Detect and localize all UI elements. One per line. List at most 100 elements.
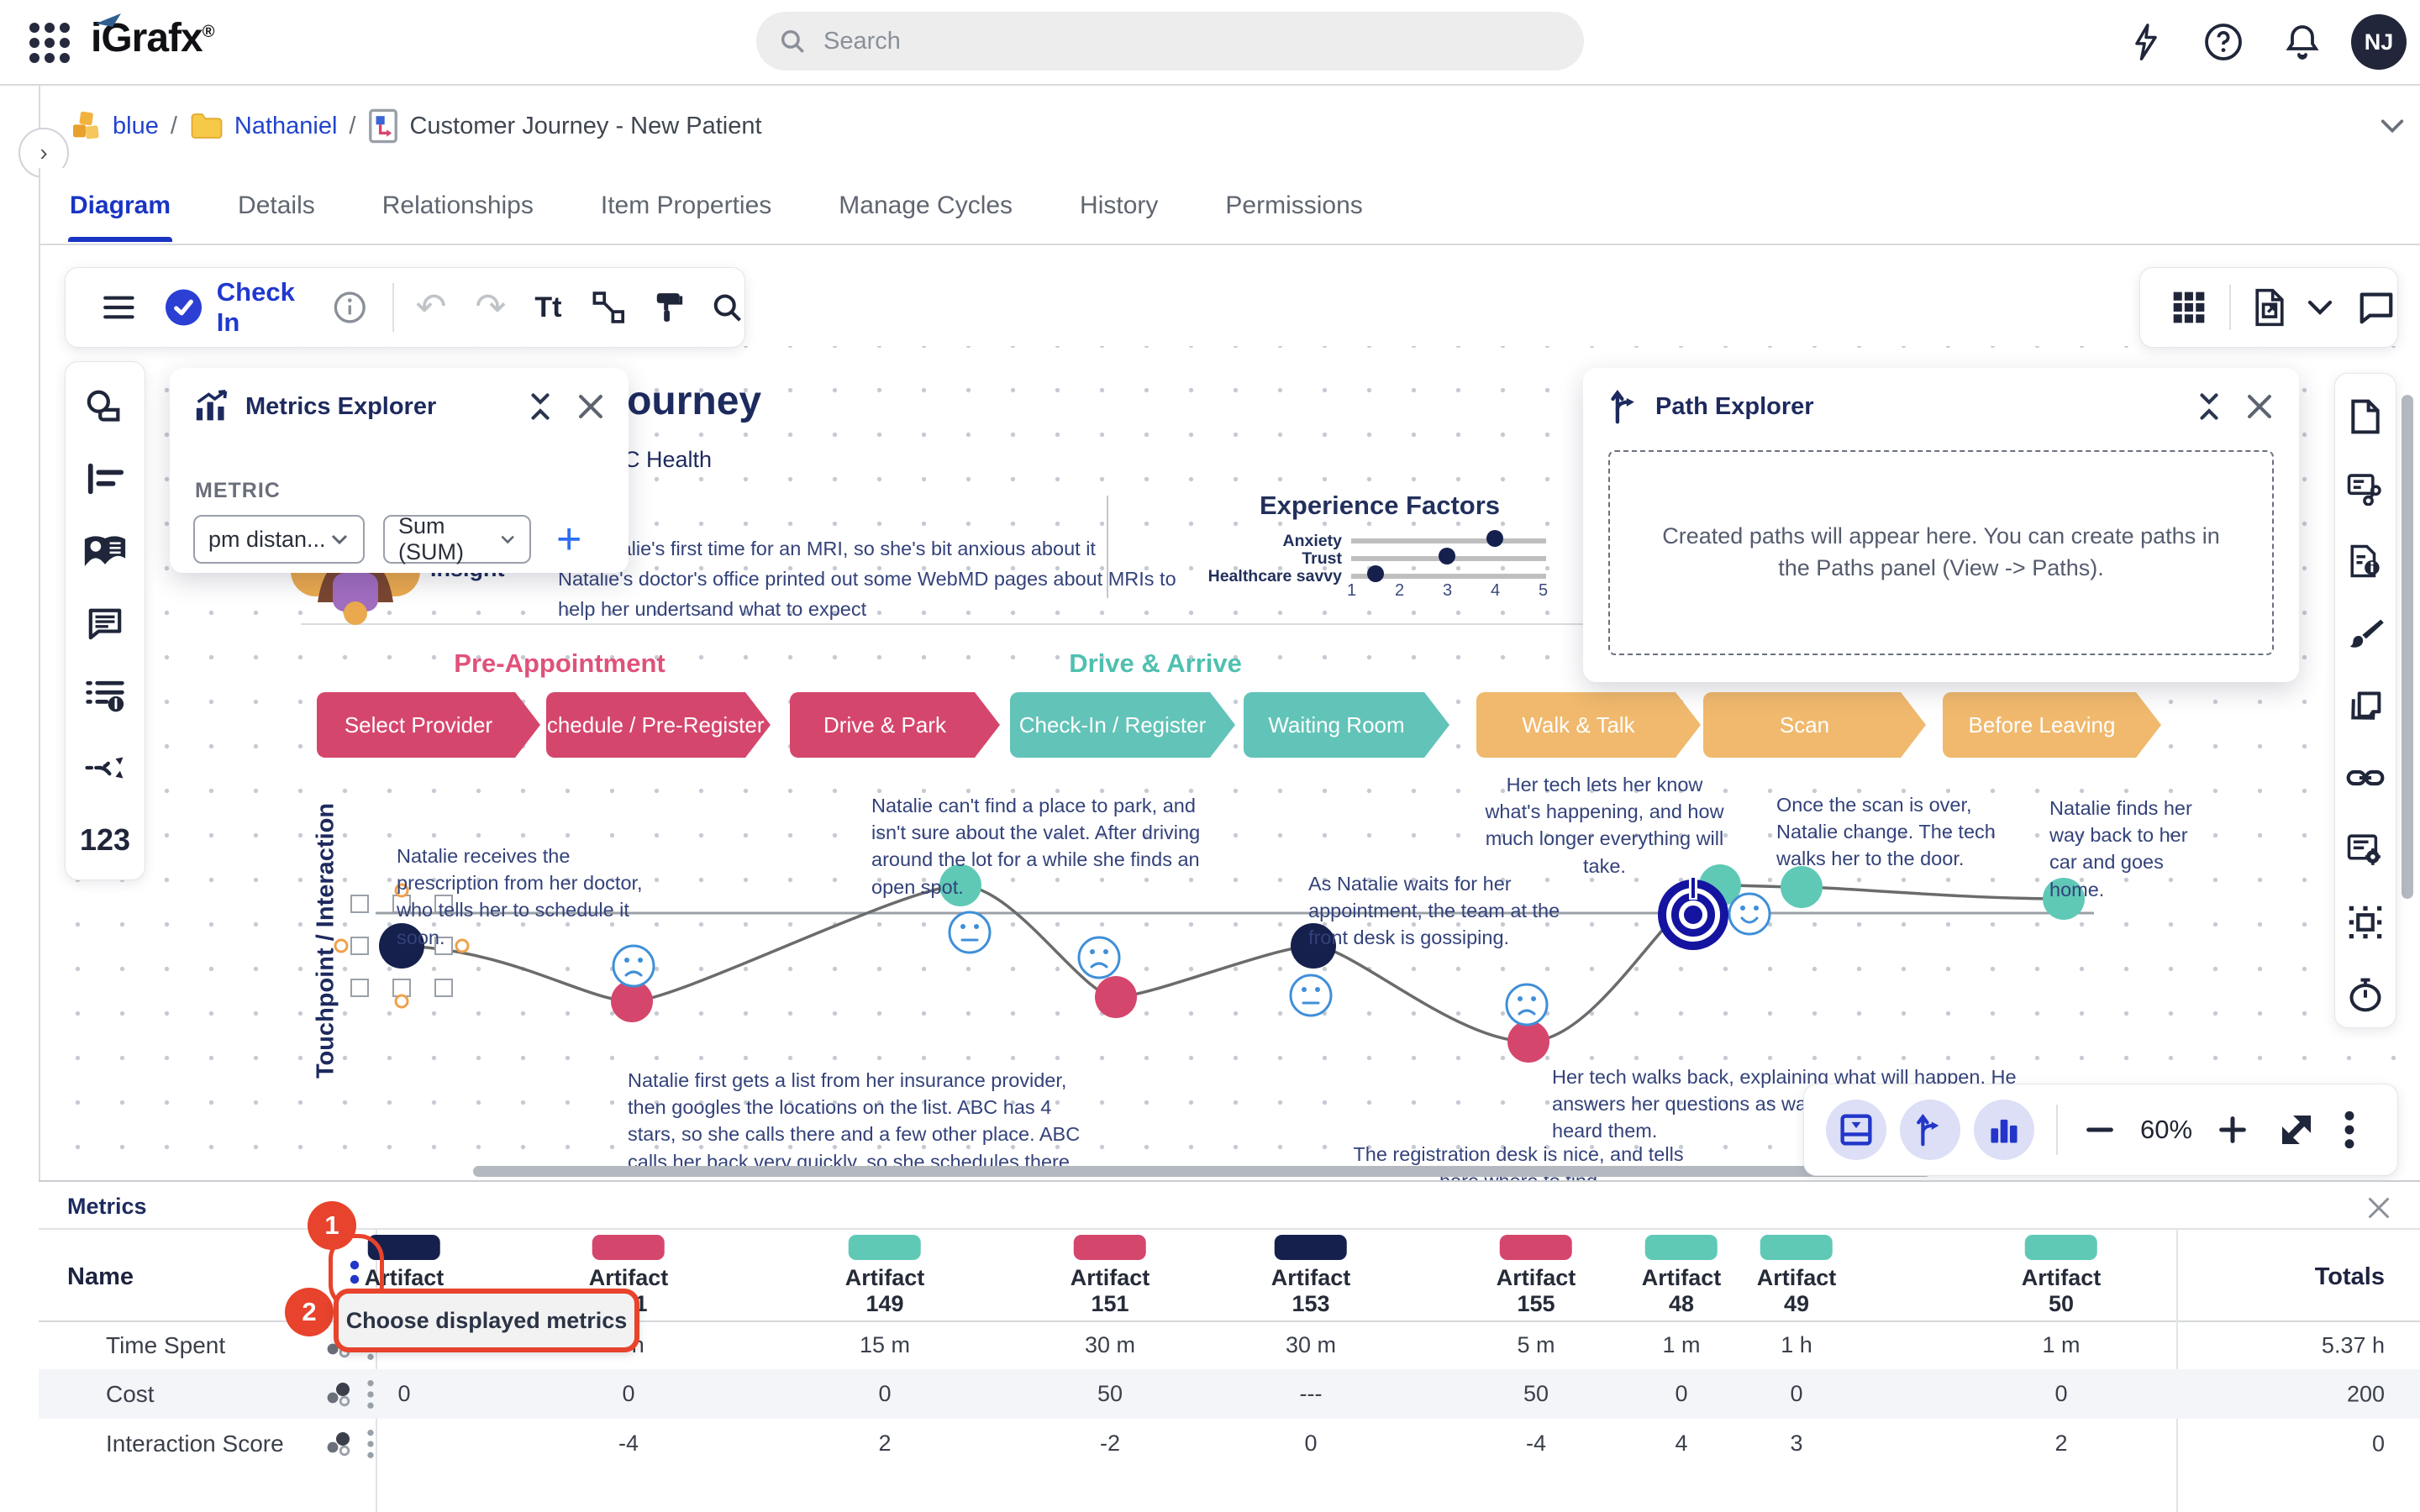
stage-select-provider[interactable]: Select Provider	[317, 692, 540, 758]
user-avatar[interactable]: NJ	[2351, 14, 2407, 70]
apps-grid-icon[interactable]	[27, 20, 72, 66]
persona-note-line1[interactable]: Natalie's first time for an MRI, so she'…	[590, 538, 1096, 559]
column-color-bar	[2024, 1235, 2097, 1260]
annotation-5[interactable]: Her tech lets her know what's happening,…	[1485, 774, 1724, 877]
choose-metrics-tooltip[interactable]: Choose displayed metrics	[334, 1289, 639, 1352]
more-options-icon[interactable]	[2344, 1110, 2355, 1149]
shapes-tool-icon[interactable]	[66, 370, 145, 443]
experience-factor-dot[interactable]	[1439, 548, 1455, 564]
add-metric-button[interactable]: +	[556, 515, 582, 564]
stage-scan[interactable]: Scan	[1703, 692, 1926, 758]
numbers-tool-icon[interactable]: 123	[79, 822, 131, 857]
stage-walk-talk[interactable]: Walk & Talk	[1476, 692, 1701, 758]
close-metrics-panel-icon[interactable]	[2366, 1195, 2391, 1221]
annotation-3[interactable]: Natalie can't find a place to park, and …	[871, 795, 1201, 898]
align-tool-icon[interactable]	[66, 443, 145, 515]
metric-select[interactable]: pm distan...	[193, 515, 365, 564]
experience-factors-title[interactable]: Experience Factors	[1260, 491, 1501, 520]
breadcrumb-project-link[interactable]: blue	[113, 112, 159, 139]
annotation-6[interactable]: Once the scan is over, Natalie change. T…	[1776, 794, 1996, 870]
collapse-panel-icon[interactable]	[2195, 391, 2223, 423]
paths-tool-icon[interactable]	[66, 732, 145, 804]
connector-tool-icon[interactable]	[592, 288, 626, 327]
format-painter-icon[interactable]	[651, 288, 686, 327]
breadcrumb-folder-link[interactable]: Nathaniel	[234, 112, 338, 139]
check-in-button[interactable]: Check In	[164, 277, 312, 338]
cell-value: 4	[1675, 1431, 1688, 1456]
page-icon[interactable]	[2335, 381, 2396, 453]
copy-icon[interactable]	[2335, 669, 2396, 742]
aggregation-select[interactable]: Sum (SUM)	[383, 513, 531, 564]
link-icon[interactable]	[2335, 742, 2396, 814]
path-view-button[interactable]	[1900, 1100, 1960, 1160]
row-chart-icon[interactable]	[324, 1431, 353, 1457]
glossary-tool-icon[interactable]	[66, 515, 145, 587]
info-icon[interactable]	[333, 288, 367, 327]
diagram-canvas[interactable]: Customer Journey ABC Health Insight Nata…	[39, 245, 2420, 1180]
collapse-panel-icon[interactable]	[526, 391, 555, 423]
chart-view-button[interactable]	[1974, 1100, 2034, 1160]
tab-manage-cycles[interactable]: Manage Cycles	[839, 192, 1013, 219]
menu-icon[interactable]	[103, 293, 135, 322]
row-chart-icon[interactable]	[324, 1381, 353, 1408]
tab-details[interactable]: Details	[238, 192, 315, 219]
document-info-icon[interactable]	[2335, 525, 2396, 597]
form-properties-icon[interactable]	[2335, 453, 2396, 525]
tab-diagram[interactable]: Diagram	[68, 171, 173, 242]
lightning-icon[interactable]	[2128, 22, 2165, 62]
zoom-in-icon[interactable]	[2216, 1113, 2249, 1147]
comment-icon[interactable]	[2357, 289, 2396, 326]
redo-icon[interactable]: ↷	[475, 286, 507, 328]
close-panel-icon[interactable]	[2245, 392, 2274, 421]
stage-check-in-register[interactable]: Check-In / Register	[1010, 692, 1235, 758]
experience-factor-dot[interactable]	[1366, 565, 1384, 582]
tab-history[interactable]: History	[1080, 192, 1159, 219]
stage-schedule-pre-register[interactable]: Schedule / Pre-Register	[546, 692, 771, 758]
stage-drive-park[interactable]: Drive & Park	[790, 692, 1000, 758]
annotation-2[interactable]: Natalie first gets a list from her insur…	[628, 1069, 1081, 1173]
export-document-icon[interactable]	[2251, 287, 2288, 328]
experience-factor-dot[interactable]	[1486, 530, 1503, 547]
document-settings-icon[interactable]	[2335, 814, 2396, 886]
breadcrumb-collapse-chevron-icon[interactable]	[2378, 116, 2407, 136]
brush-icon[interactable]	[2335, 597, 2396, 669]
chevron-down-icon[interactable]	[2305, 297, 2335, 318]
timer-icon[interactable]	[2335, 958, 2396, 1031]
persona-note-line3[interactable]: help her undertsand what to expect	[558, 598, 867, 620]
tab-relationships[interactable]: Relationships	[381, 192, 534, 219]
column-header-artifact-50: Artifact 50	[2022, 1235, 2101, 1317]
comment-tool-icon[interactable]	[66, 587, 145, 659]
callout-step-1: 1	[308, 1201, 356, 1250]
grid-view-icon[interactable]	[2170, 289, 2207, 326]
vertical-scrollbar[interactable]	[2402, 395, 2413, 899]
column-number: 48	[1668, 1291, 1695, 1316]
fit-to-screen-icon[interactable]	[2278, 1111, 2315, 1148]
row-options-kebab[interactable]	[366, 1378, 375, 1411]
tab-item-properties[interactable]: Item Properties	[600, 192, 772, 219]
details-list-icon[interactable]	[66, 659, 145, 732]
column-number: 155	[1517, 1291, 1555, 1316]
persona-note-line2[interactable]: Natalie's doctor's office printed out so…	[558, 568, 1176, 590]
tab-permissions[interactable]: Permissions	[1225, 192, 1363, 219]
close-panel-icon[interactable]	[576, 392, 605, 421]
selection-frame-icon[interactable]	[2335, 886, 2396, 958]
undo-icon[interactable]: ↶	[415, 286, 447, 328]
horizontal-scrollbar[interactable]	[473, 1166, 1931, 1177]
annotation-1[interactable]: Natalie receives the prescription from h…	[397, 845, 643, 948]
phase-label[interactable]: Drive & Arrive	[1069, 648, 1242, 678]
annotation-4[interactable]: As Natalie waits for her appointment, th…	[1308, 873, 1560, 949]
help-icon[interactable]	[2203, 22, 2244, 62]
annotation-7[interactable]: Natalie finds her way back to her car an…	[2049, 797, 2192, 900]
cell-value: -2	[1099, 1431, 1121, 1456]
notifications-bell-icon[interactable]	[2282, 22, 2323, 62]
zoom-level[interactable]: 60%	[2140, 1115, 2193, 1144]
row-options-kebab[interactable]	[366, 1427, 375, 1461]
search-input[interactable]	[822, 26, 1497, 56]
search-tool-icon[interactable]	[710, 288, 744, 327]
swimlane-view-button[interactable]	[1826, 1100, 1886, 1160]
phase-label[interactable]: Pre-Appointment	[454, 648, 666, 678]
stage-before-leaving[interactable]: Before Leaving	[1943, 692, 2161, 758]
zoom-out-icon[interactable]	[2083, 1113, 2117, 1147]
text-tool-icon[interactable]: Tt	[534, 291, 562, 323]
stage-waiting-room[interactable]: Waiting Room	[1244, 692, 1449, 758]
